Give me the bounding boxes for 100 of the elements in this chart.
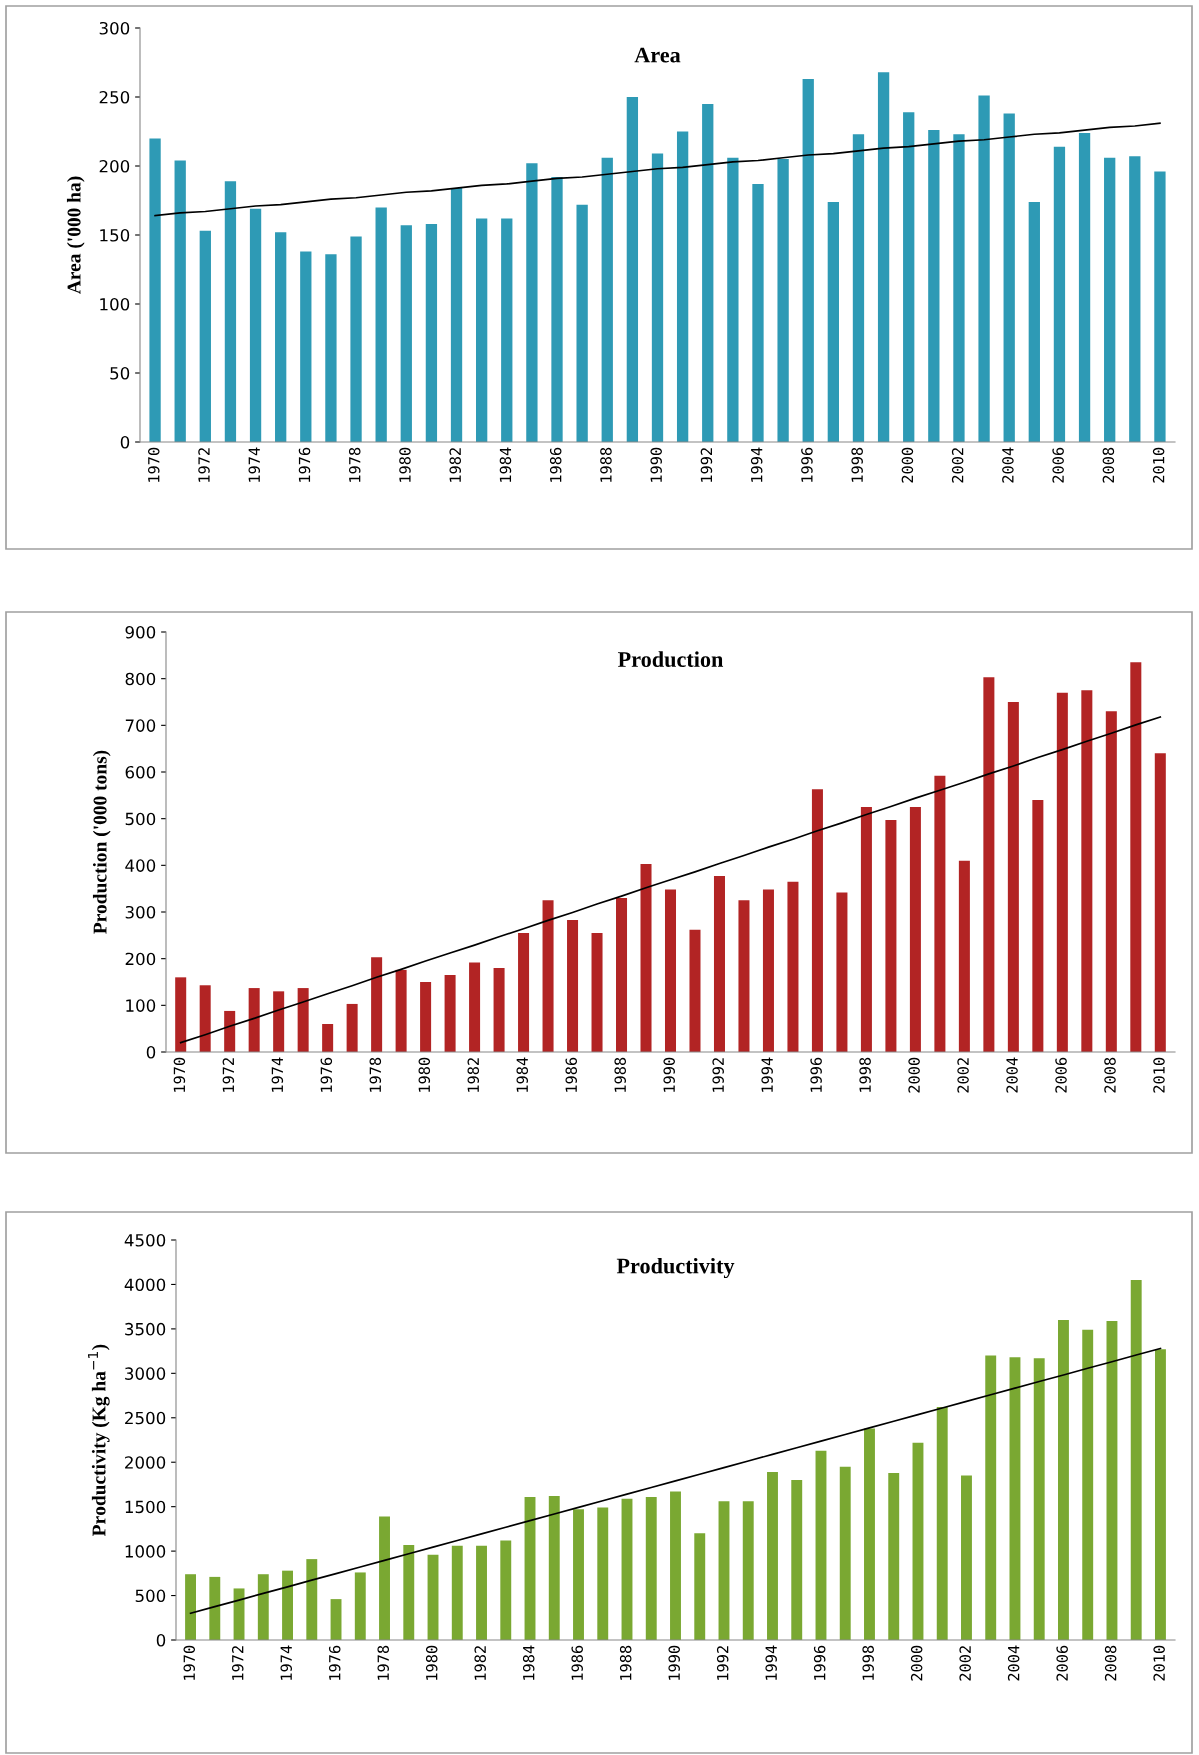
x-tick-label: 2010: [1153, 1645, 1165, 1681]
bar: [518, 933, 530, 1052]
x-tick-label: 2004: [1007, 1645, 1020, 1681]
bar: [1032, 800, 1044, 1052]
x-tick-label: 1986: [549, 447, 562, 482]
x-tick-label: 1980: [425, 1645, 438, 1680]
x-tick-label: 2004: [1002, 447, 1014, 483]
bar: [1033, 1358, 1045, 1640]
y-tick-label: 500: [135, 1589, 166, 1603]
bar: [1081, 690, 1093, 1052]
bar: [469, 962, 481, 1052]
x-tick-label: 1998: [859, 1057, 871, 1092]
y-tick-label: 2000: [125, 1456, 166, 1469]
x-tick-label: 1990: [663, 1057, 675, 1092]
y-tick-label: 300: [125, 905, 156, 919]
bar: [1155, 1349, 1166, 1640]
y-tick-label: 300: [99, 21, 130, 35]
line-series: [189, 1347, 1162, 1615]
bar: [852, 134, 865, 442]
y-tick-label: 4000: [124, 1278, 166, 1292]
y-tick-label: 1500: [125, 1500, 166, 1514]
bar: [934, 775, 946, 1052]
bar: [640, 863, 652, 1052]
x-tick-label: 1974: [280, 1645, 293, 1680]
bar: [257, 1574, 269, 1640]
bar: [1130, 662, 1142, 1052]
x-tick-label: 2008: [1104, 1057, 1116, 1093]
bar: [978, 95, 990, 442]
bar: [451, 1545, 463, 1640]
bar: [1028, 201, 1040, 442]
x-tick-label: 1978: [348, 447, 361, 482]
bar: [209, 1576, 221, 1640]
y-tick-label: 500: [125, 812, 156, 826]
y-tick-label: 200: [99, 159, 130, 173]
bar: [542, 900, 554, 1052]
bar: [149, 138, 161, 442]
bar: [777, 159, 789, 442]
x-tick-label: 1994: [765, 1645, 777, 1680]
y-tick-label: 3000: [125, 1367, 166, 1380]
x-tick-label: 1982: [467, 1058, 480, 1092]
bar: [306, 1559, 318, 1640]
bar: [985, 1355, 997, 1640]
bar: [864, 1428, 875, 1640]
y-tick-label: 0: [146, 1045, 156, 1059]
bar: [718, 1501, 730, 1640]
bar: [877, 72, 890, 442]
bar: [1009, 1357, 1021, 1640]
bar: [450, 188, 463, 442]
x-tick-label: 2002: [951, 448, 964, 483]
y-tick-label: 900: [125, 625, 156, 639]
bar: [912, 1442, 924, 1640]
bar: [282, 1570, 293, 1640]
text: Productivity: [616, 1257, 735, 1279]
bar: [752, 183, 764, 442]
x-tick-label: 1974: [271, 1057, 284, 1092]
x-tick-label: 1994: [750, 447, 763, 482]
bar: [526, 163, 538, 442]
y-tick-label: 3500: [125, 1322, 166, 1336]
x-tick-label: 2000: [910, 1645, 923, 1681]
bar: [815, 1450, 827, 1640]
bar: [1053, 146, 1066, 442]
bar: [371, 957, 383, 1052]
bar: [928, 130, 940, 442]
x-tick-label: 2000: [908, 1057, 920, 1093]
x-tick-label: 1994: [761, 1057, 773, 1092]
bar: [645, 1496, 657, 1640]
x-tick-label: 1978: [369, 1057, 382, 1092]
x-tick-label: 2008: [1102, 447, 1115, 483]
bar: [727, 157, 739, 442]
bar: [1058, 1320, 1069, 1640]
bar: [375, 207, 387, 442]
x-tick-label: 1988: [614, 1057, 626, 1092]
bar: [573, 1509, 584, 1640]
x-tick-label: 2002: [959, 1646, 971, 1681]
y-tick-label: 0: [120, 435, 130, 449]
bar: [551, 177, 563, 442]
bar: [501, 218, 513, 442]
bar: [836, 892, 848, 1052]
bar: [1130, 1280, 1142, 1640]
x-tick-label: 1992: [716, 1646, 729, 1680]
x-tick-label: 1982: [474, 1646, 486, 1680]
y-tick-label: 50: [110, 366, 130, 380]
bar: [591, 933, 603, 1052]
x-tick-label: 1996: [813, 1645, 826, 1680]
bar: [403, 1544, 415, 1640]
x-tick-label: 1990: [650, 447, 662, 482]
bar: [249, 208, 262, 442]
bar: [199, 230, 211, 442]
bar: [444, 975, 456, 1052]
x-tick-label: 1988: [619, 1645, 632, 1680]
y-tick-label: 0: [156, 1633, 166, 1647]
bar: [626, 97, 639, 442]
bar: [811, 789, 823, 1052]
bar: [425, 223, 438, 442]
bar: [400, 225, 412, 442]
x-tick-label: 2006: [1052, 447, 1064, 483]
bar: [350, 236, 362, 442]
y-tick-label: 4500: [124, 1233, 166, 1247]
y-tick-label: 400: [125, 859, 156, 872]
text: Area: [634, 47, 681, 63]
